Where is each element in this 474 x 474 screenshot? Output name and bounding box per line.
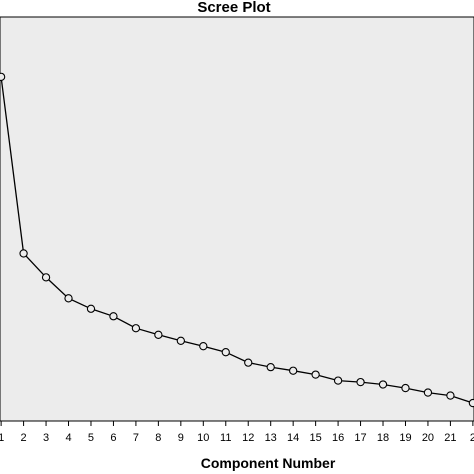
x-tick-label-3: 3 — [43, 432, 49, 444]
x-tick-label-12: 12 — [242, 432, 254, 444]
data-point-21 — [446, 391, 455, 400]
x-tick-label-21: 21 — [444, 432, 456, 444]
data-point-9 — [176, 336, 185, 345]
data-point-8 — [154, 330, 163, 339]
x-tick-label-1: 1 — [0, 432, 4, 444]
x-tick-label-4: 4 — [65, 432, 71, 444]
data-point-16 — [333, 376, 343, 385]
x-tick-label-2: 2 — [21, 432, 27, 444]
x-tick-label-15: 15 — [310, 432, 322, 444]
data-point-22 — [468, 398, 474, 408]
data-point-20 — [423, 388, 433, 397]
data-point-6 — [109, 312, 118, 321]
data-point-3 — [41, 273, 51, 282]
data-point-4 — [64, 294, 73, 303]
data-point-12 — [244, 358, 253, 367]
series-group — [0, 72, 474, 408]
x-axis-ticks — [0, 421, 474, 426]
data-point-15 — [311, 370, 320, 379]
x-axis-tick-labels: 1 2 3 4 5 6 7 8 9 10 11 12 13 14 15 16 17 18 19 20 21 2 — [0, 432, 474, 444]
x-tick-label-11: 11 — [220, 432, 231, 444]
data-point-5 — [86, 304, 96, 313]
series-line — [0, 76, 474, 404]
x-tick-label-18: 18 — [377, 432, 389, 444]
data-point-18 — [378, 380, 388, 389]
data-point-17 — [356, 377, 365, 387]
x-tick-label-16: 16 — [332, 432, 344, 444]
x-tick-label-17: 17 — [354, 432, 366, 444]
data-point-7 — [131, 324, 141, 333]
plot-area — [0, 16, 474, 422]
x-tick-label-19: 19 — [399, 432, 411, 444]
x-tick-label-8: 8 — [155, 432, 161, 444]
data-point-1 — [0, 72, 6, 82]
data-point-14 — [289, 366, 298, 375]
x-axis-label: Component Number — [201, 455, 336, 471]
x-tick-label-22: 2 — [470, 432, 474, 444]
data-point-13 — [266, 362, 275, 372]
data-point-19 — [401, 383, 410, 393]
x-tick-label-10: 10 — [197, 432, 209, 444]
x-tick-label-5: 5 — [88, 432, 94, 444]
x-tick-label-7: 7 — [133, 432, 139, 444]
x-tick-label-6: 6 — [110, 432, 116, 444]
data-point-2 — [19, 249, 28, 258]
x-tick-label-9: 9 — [178, 432, 184, 444]
chart-title: Scree Plot — [197, 0, 270, 16]
x-tick-label-13: 13 — [265, 432, 277, 444]
x-tick-label-20: 20 — [422, 432, 434, 444]
data-point-10 — [199, 342, 208, 351]
data-point-11 — [221, 348, 230, 357]
x-tick-label-14: 14 — [287, 432, 299, 444]
